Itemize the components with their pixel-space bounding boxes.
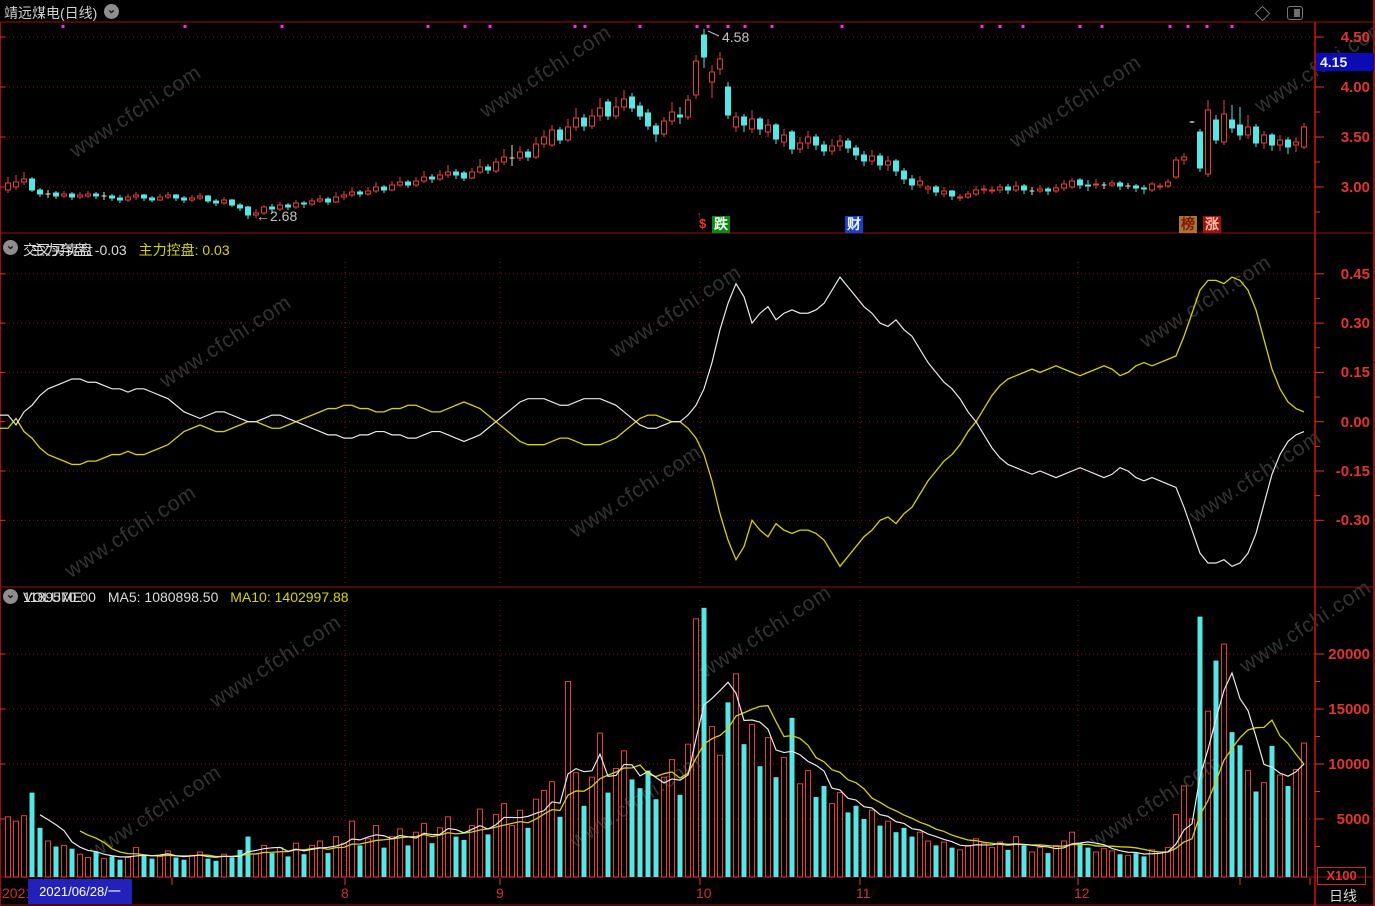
- indicator-lines: [0, 276, 1305, 568]
- magenta-marks: [61, 25, 1234, 28]
- gridlines: [1, 36, 1314, 875]
- candlestick-layer: [5, 29, 1307, 219]
- volume-bars: [5, 607, 1307, 878]
- annotation-pointer: [707, 30, 720, 37]
- axis-ticks: [0, 36, 1324, 885]
- volume-ma-lines: [39, 671, 1305, 858]
